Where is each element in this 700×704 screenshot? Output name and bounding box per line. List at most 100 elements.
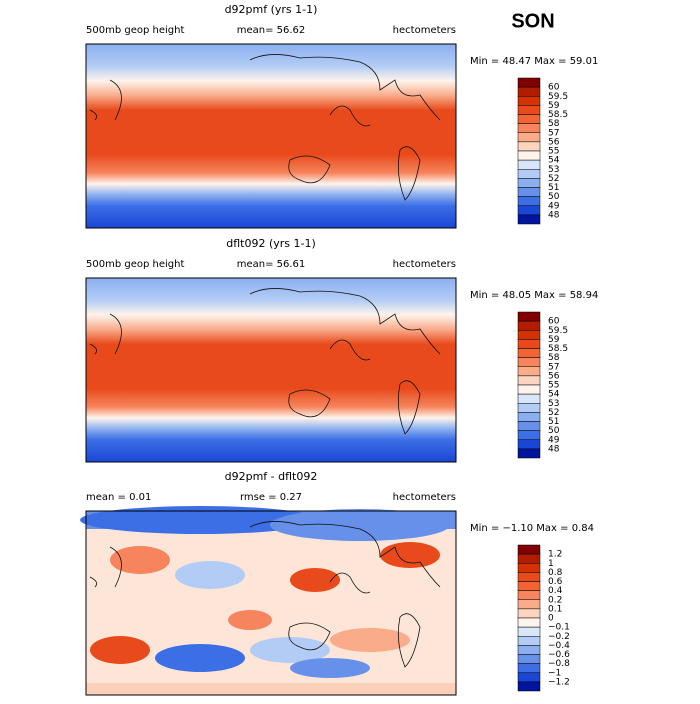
colorbar-box [517,320,541,331]
center-label: mean= 56.61 [237,259,306,270]
colorbar-box [517,159,541,170]
colorbar-label: 60 [548,317,560,327]
colorbar-box [517,330,541,340]
colorbar-label: 60 [548,83,560,93]
colorbar-label: −0.2 [548,632,570,642]
colorbar-label: −0.6 [548,650,570,660]
colorbar-label: 57 [548,128,559,138]
center-label: rmse = 0.27 [240,492,302,503]
colorbar-box [517,169,541,179]
colorbar-label: 1 [548,559,554,569]
colorbar-box [517,681,541,692]
maps [80,43,457,696]
left-label: 500mb geop height [86,25,184,36]
season: SON [511,10,554,32]
colorbar-label: 59.5 [548,326,568,336]
map-field [85,43,457,229]
right-label: hectometers [393,492,456,503]
colorbar-label: 48 [548,210,560,220]
colorbar-label: 56 [548,371,560,381]
colorbar-box [517,590,541,600]
colorbar-box [517,105,541,115]
panel-title: d92pmf - dflt092 [225,470,318,483]
colorbar-label: 51 [548,183,559,193]
colorbar-label: 48 [548,444,560,454]
colorbar-box [517,645,541,655]
colorbar-label: 58 [548,119,560,129]
right-label: hectometers [393,259,456,270]
colorbar-label: 0.2 [548,595,562,605]
diff-field [80,506,457,696]
colorbar-label: 58.5 [548,110,568,120]
colorbar-label: 59 [548,335,560,345]
colorbar-box [517,178,541,188]
colorbar-label: 54 [548,390,560,400]
colorbar-box [517,599,541,610]
colorbar-box [517,150,541,161]
colorbar-label: −0.1 [548,623,570,633]
colorbar-label: 56 [548,137,560,147]
colorbar-box [517,430,541,440]
stats: Min = 48.47 Max = 59.01 [470,56,598,67]
colorbar-box [517,421,541,431]
colorbar-box [517,187,541,197]
colorbar-box [517,311,541,322]
right-label: hectometers [393,25,456,36]
stats: Min = −1.10 Max = 0.84 [470,523,594,534]
coastlines [89,54,441,201]
colorbar-label: 54 [548,156,560,166]
center-label: mean= 56.62 [237,25,306,36]
colorbar-label: 59.5 [548,92,568,102]
colorbar-box [517,553,541,564]
colorbar-box [517,608,541,619]
colorbar-label: 52 [548,408,559,418]
colorbar-box [517,375,541,386]
colorbar-label: 50 [548,192,560,202]
stats: Min = 48.05 Max = 58.94 [470,290,598,301]
colorbar-label: 0.4 [548,586,563,596]
colorbar-label: 59 [548,101,560,111]
colorbar-box [517,393,541,404]
left-label: 500mb geop height [86,259,184,270]
colorbar-box [517,626,541,637]
colorbar-box [517,132,541,143]
colorbar-label: 49 [548,201,560,211]
colorbar-box [517,439,541,450]
colorbar-box [517,114,541,124]
left-label: mean = 0.01 [86,492,151,503]
panel-title: dflt092 (yrs 1-1) [226,237,316,250]
colorbar-box [517,581,541,591]
colorbar-box [517,196,541,206]
colorbar-box [517,636,541,646]
colorbar-label: 55 [548,147,559,157]
colorbar-box [517,412,541,422]
colorbar-box [517,654,541,664]
colorbar-box [517,205,541,216]
colorbar-box [517,123,541,133]
colorbar-box [517,617,541,628]
colorbar-label: 0.1 [548,604,562,614]
colorbar-label: 57 [548,362,559,372]
coastlines [89,521,441,668]
colorbar-box [517,572,541,582]
colorbar-label: 58.5 [548,344,568,354]
map-field [85,277,457,463]
colorbar-box [517,403,541,413]
colorbar-label: 0 [548,614,554,624]
colorbar-box [517,339,541,349]
colorbar-box [517,348,541,358]
colorbar-label: 49 [548,435,560,445]
colorbar-box [517,544,541,555]
colorbar-box [517,563,541,573]
colorbar-box [517,141,541,152]
colorbar-label: −0.4 [548,641,570,651]
colorbar-label: −1 [548,668,561,678]
colorbar-label: 0.6 [548,577,563,587]
colorbar-box [517,663,541,673]
colorbar-label: 50 [548,426,560,436]
colorbar-box [517,384,541,395]
coastlines [89,288,441,435]
colorbar-box [517,672,541,683]
colorbar-box [517,214,541,225]
colorbar-label: 1.2 [548,550,562,560]
